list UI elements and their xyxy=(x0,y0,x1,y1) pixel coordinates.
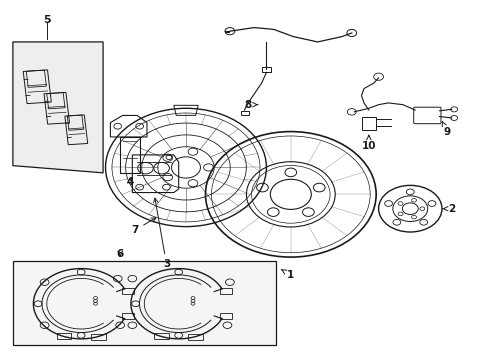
Text: 1: 1 xyxy=(281,270,294,280)
Bar xyxy=(122,288,134,294)
Bar xyxy=(240,111,249,116)
Bar xyxy=(13,261,276,345)
Polygon shape xyxy=(13,42,103,173)
Text: 9: 9 xyxy=(441,121,449,136)
Bar xyxy=(361,117,375,130)
Bar xyxy=(220,288,231,294)
Bar xyxy=(122,314,134,319)
Text: 6: 6 xyxy=(116,248,123,258)
Text: 5: 5 xyxy=(43,15,51,26)
Text: 7: 7 xyxy=(131,218,156,235)
Text: 3: 3 xyxy=(153,198,170,269)
Bar xyxy=(57,333,71,339)
Text: 10: 10 xyxy=(361,135,375,151)
Text: 2: 2 xyxy=(442,204,454,214)
Bar xyxy=(220,314,231,319)
Bar xyxy=(91,334,105,339)
Bar xyxy=(188,334,203,339)
Bar xyxy=(154,333,168,339)
Text: 8: 8 xyxy=(244,100,257,110)
Bar xyxy=(261,67,271,72)
Text: 4: 4 xyxy=(126,177,133,187)
